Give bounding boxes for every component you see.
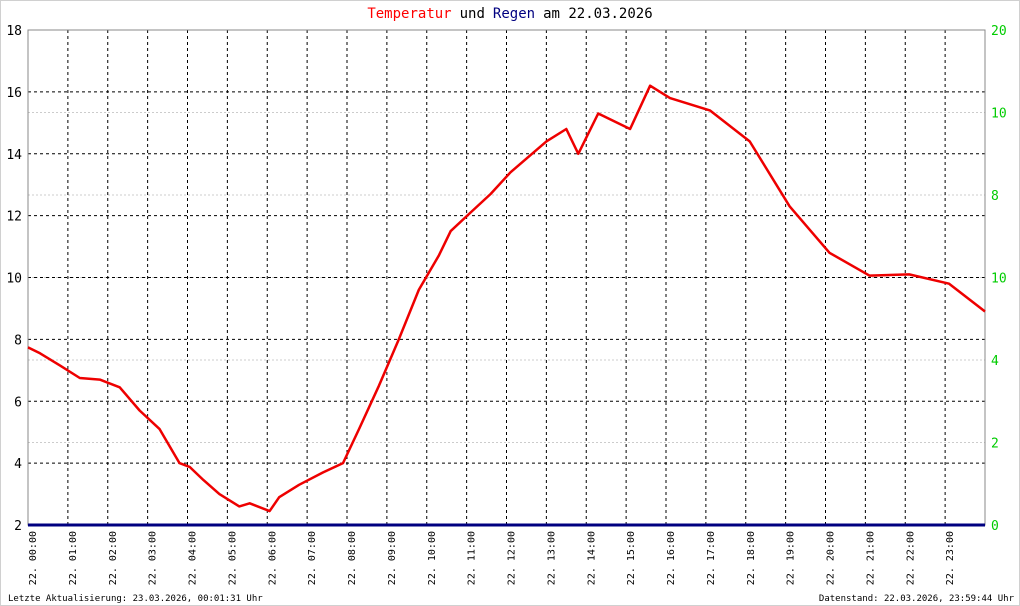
title-part: am 22.03.2026 <box>543 6 653 22</box>
x-tick-label: 22. 10:00 <box>427 531 438 585</box>
footer-left: Letzte Aktualisierung: 23.03.2026, 00:01… <box>8 594 263 604</box>
y-tick-label: 10 <box>6 272 22 287</box>
y2-tick-label: 2 <box>991 437 999 452</box>
x-tick-label: 22. 12:00 <box>507 531 518 585</box>
x-tick-label: 22. 22:00 <box>905 531 916 585</box>
y-tick-label: 6 <box>14 395 22 410</box>
x-tick-label: 22. 06:00 <box>267 531 278 585</box>
title-part: und <box>460 6 485 22</box>
x-tick-label: 22. 08:00 <box>347 531 358 585</box>
x-tick-label: 22. 15:00 <box>626 531 637 585</box>
x-tick-label: 22. 17:00 <box>706 531 717 585</box>
x-tick-label: 22. 23:00 <box>945 531 956 585</box>
x-tick-label: 22. 16:00 <box>666 531 677 585</box>
y2-tick-label: 20 <box>991 24 1007 39</box>
y-tick-label: 2 <box>14 519 22 534</box>
x-tick-label: 22. 07:00 <box>307 531 318 585</box>
x-tick-label: 22. 20:00 <box>826 531 837 585</box>
series-line <box>27 84 986 513</box>
x-tick-label: 22. 02:00 <box>108 531 119 585</box>
y2-tick-label: 4 <box>991 354 999 369</box>
x-tick-label: 22. 21:00 <box>865 531 876 585</box>
footer-right: Datenstand: 22.03.2026, 23:59:44 Uhr <box>819 594 1015 604</box>
title-part: Temperatur <box>367 6 451 22</box>
y-tick-label: 12 <box>6 210 22 225</box>
x-tick-label: 22. 19:00 <box>786 531 797 585</box>
x-tick-label: 22. 00:00 <box>28 531 39 585</box>
chart-title: Temperatur und Regen am 22.03.2026 <box>367 6 652 22</box>
y2-tick-label: 10 <box>991 272 1007 287</box>
x-tick-label: 22. 18:00 <box>746 531 757 585</box>
x-tick-label: 22. 03:00 <box>148 531 159 585</box>
y-tick-label: 4 <box>14 457 22 472</box>
x-tick-label: 22. 13:00 <box>546 531 557 585</box>
y-tick-label: 14 <box>6 148 22 163</box>
x-tick-label: 22. 14:00 <box>586 531 597 585</box>
y2-tick-label: 10 <box>991 107 1007 122</box>
x-tick-label: 22. 01:00 <box>68 531 79 585</box>
y-tick-label: 18 <box>6 24 22 39</box>
title-part: Regen <box>493 6 535 22</box>
y-tick-label: 8 <box>14 333 22 348</box>
y2-tick-label: 0 <box>991 519 999 534</box>
x-tick-label: 22. 04:00 <box>188 531 199 585</box>
y-tick-label: 16 <box>6 86 22 101</box>
y2-tick-label: 8 <box>991 189 999 204</box>
x-tick-label: 22. 09:00 <box>387 531 398 585</box>
x-tick-label: 22. 11:00 <box>467 531 478 585</box>
x-tick-label: 22. 05:00 <box>227 531 238 585</box>
